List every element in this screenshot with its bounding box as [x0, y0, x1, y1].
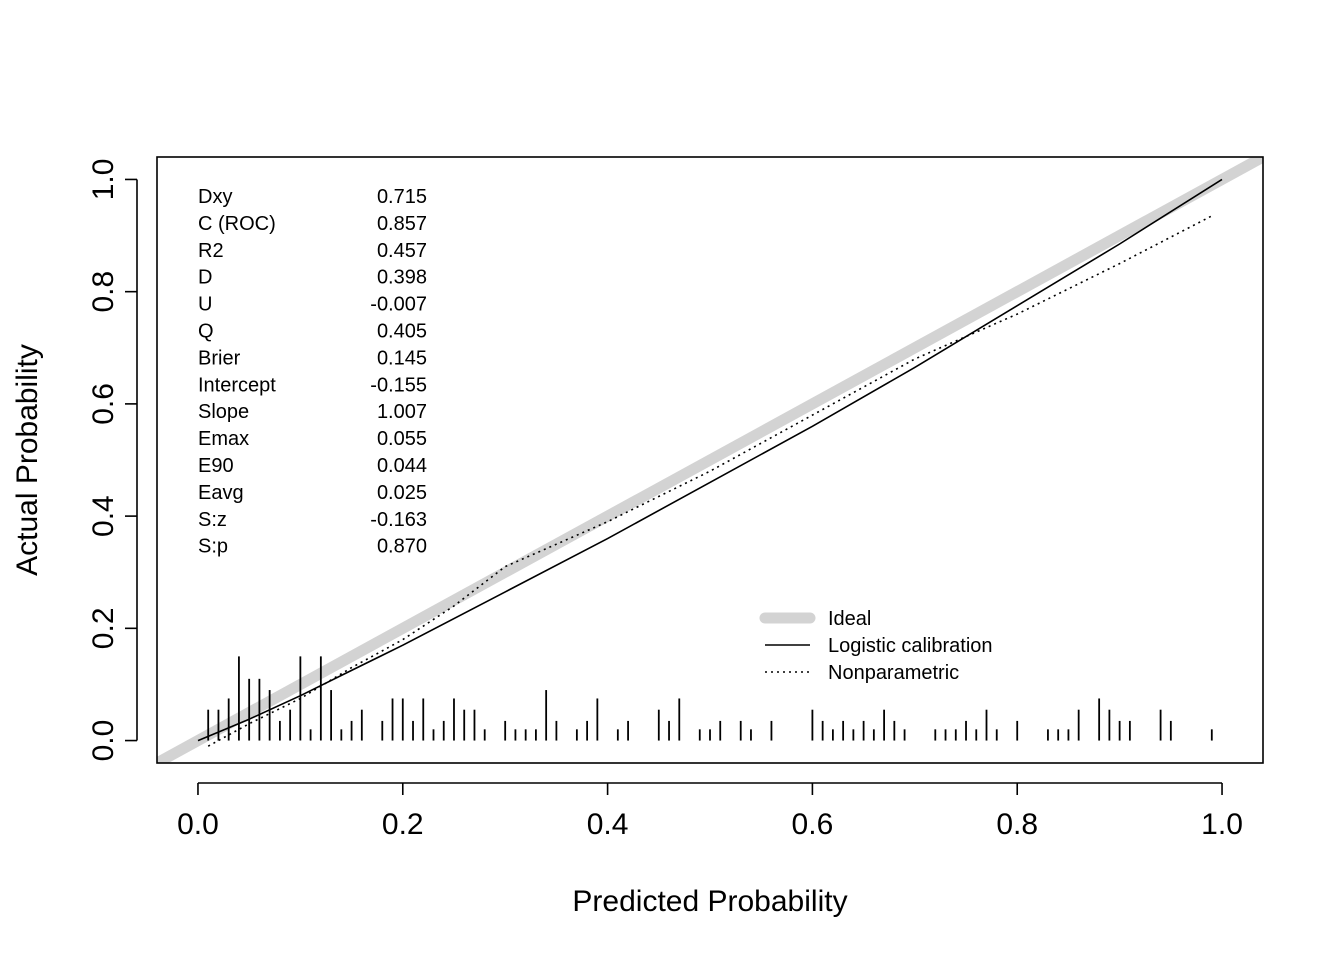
stat-value: 0.025 [377, 482, 427, 504]
stat-value: -0.163 [370, 509, 427, 531]
x-tick-label: 0.4 [587, 808, 629, 841]
stat-label: Emax [198, 428, 249, 450]
stat-value: 0.870 [377, 536, 427, 558]
legend-label: Logistic calibration [828, 635, 993, 657]
stat-value: 0.044 [377, 455, 427, 477]
legend: Ideal Logistic calibration Nonparametric [759, 608, 993, 684]
stat-label: D [198, 267, 212, 289]
stat-value: -0.007 [370, 294, 427, 316]
x-axis-title: Predicted Probability [572, 885, 847, 918]
y-tick-label: 0.0 [87, 720, 120, 762]
stat-value: 0.715 [377, 186, 427, 208]
stat-value: 0.457 [377, 240, 427, 262]
y-axis-title: Actual Probability [11, 344, 44, 576]
y-tick-label: 1.0 [87, 159, 120, 201]
y-tick-label: 0.8 [87, 271, 120, 313]
stats-table: Dxy 0.715 C (ROC) 0.857 R2 0.457 D 0.398 U -0.007… [198, 186, 427, 558]
histogram-ticks [207, 656, 1213, 741]
stat-label: Dxy [198, 186, 232, 208]
plot-area [157, 157, 1263, 763]
legend-label: Ideal [828, 608, 871, 630]
stat-label: E90 [198, 455, 234, 477]
stat-value: 0.055 [377, 428, 427, 450]
stat-label: Eavg [198, 482, 244, 504]
stat-label: Brier [198, 347, 241, 369]
y-tick-label: 0.4 [87, 495, 120, 537]
stat-value: 0.145 [377, 347, 427, 369]
stat-label: S:z [198, 509, 227, 531]
x-tick-label: 1.0 [1201, 808, 1243, 841]
stat-label: Slope [198, 401, 249, 423]
stat-label: C (ROC) [198, 213, 276, 235]
y-tick-label: 0.6 [87, 383, 120, 425]
x-tick-label: 0.8 [996, 808, 1038, 841]
stat-label: S:p [198, 536, 228, 558]
x-tick-label: 0.6 [792, 808, 834, 841]
x-tick-label: 0.2 [382, 808, 424, 841]
plot-frame [156, 156, 1264, 764]
stat-value: 0.398 [377, 267, 427, 289]
stat-value: 0.857 [377, 213, 427, 235]
stat-label: Q [198, 321, 214, 343]
series-line-ideal [157, 157, 1263, 763]
stat-label: R2 [198, 240, 224, 262]
legend-label: Nonparametric [828, 662, 959, 684]
x-tick-label: 0.0 [177, 808, 219, 841]
stat-value: 0.405 [377, 321, 427, 343]
axes: 0.0 0.2 0.4 0.6 0.8 1.0 0.0 0.2 0.4 0.6 0.8 1.0 [87, 156, 1264, 841]
stat-label: Intercept [198, 374, 276, 396]
stat-value: 1.007 [377, 401, 427, 423]
stat-label: U [198, 294, 212, 316]
stat-value: -0.155 [370, 374, 427, 396]
y-tick-label: 0.2 [87, 607, 120, 649]
